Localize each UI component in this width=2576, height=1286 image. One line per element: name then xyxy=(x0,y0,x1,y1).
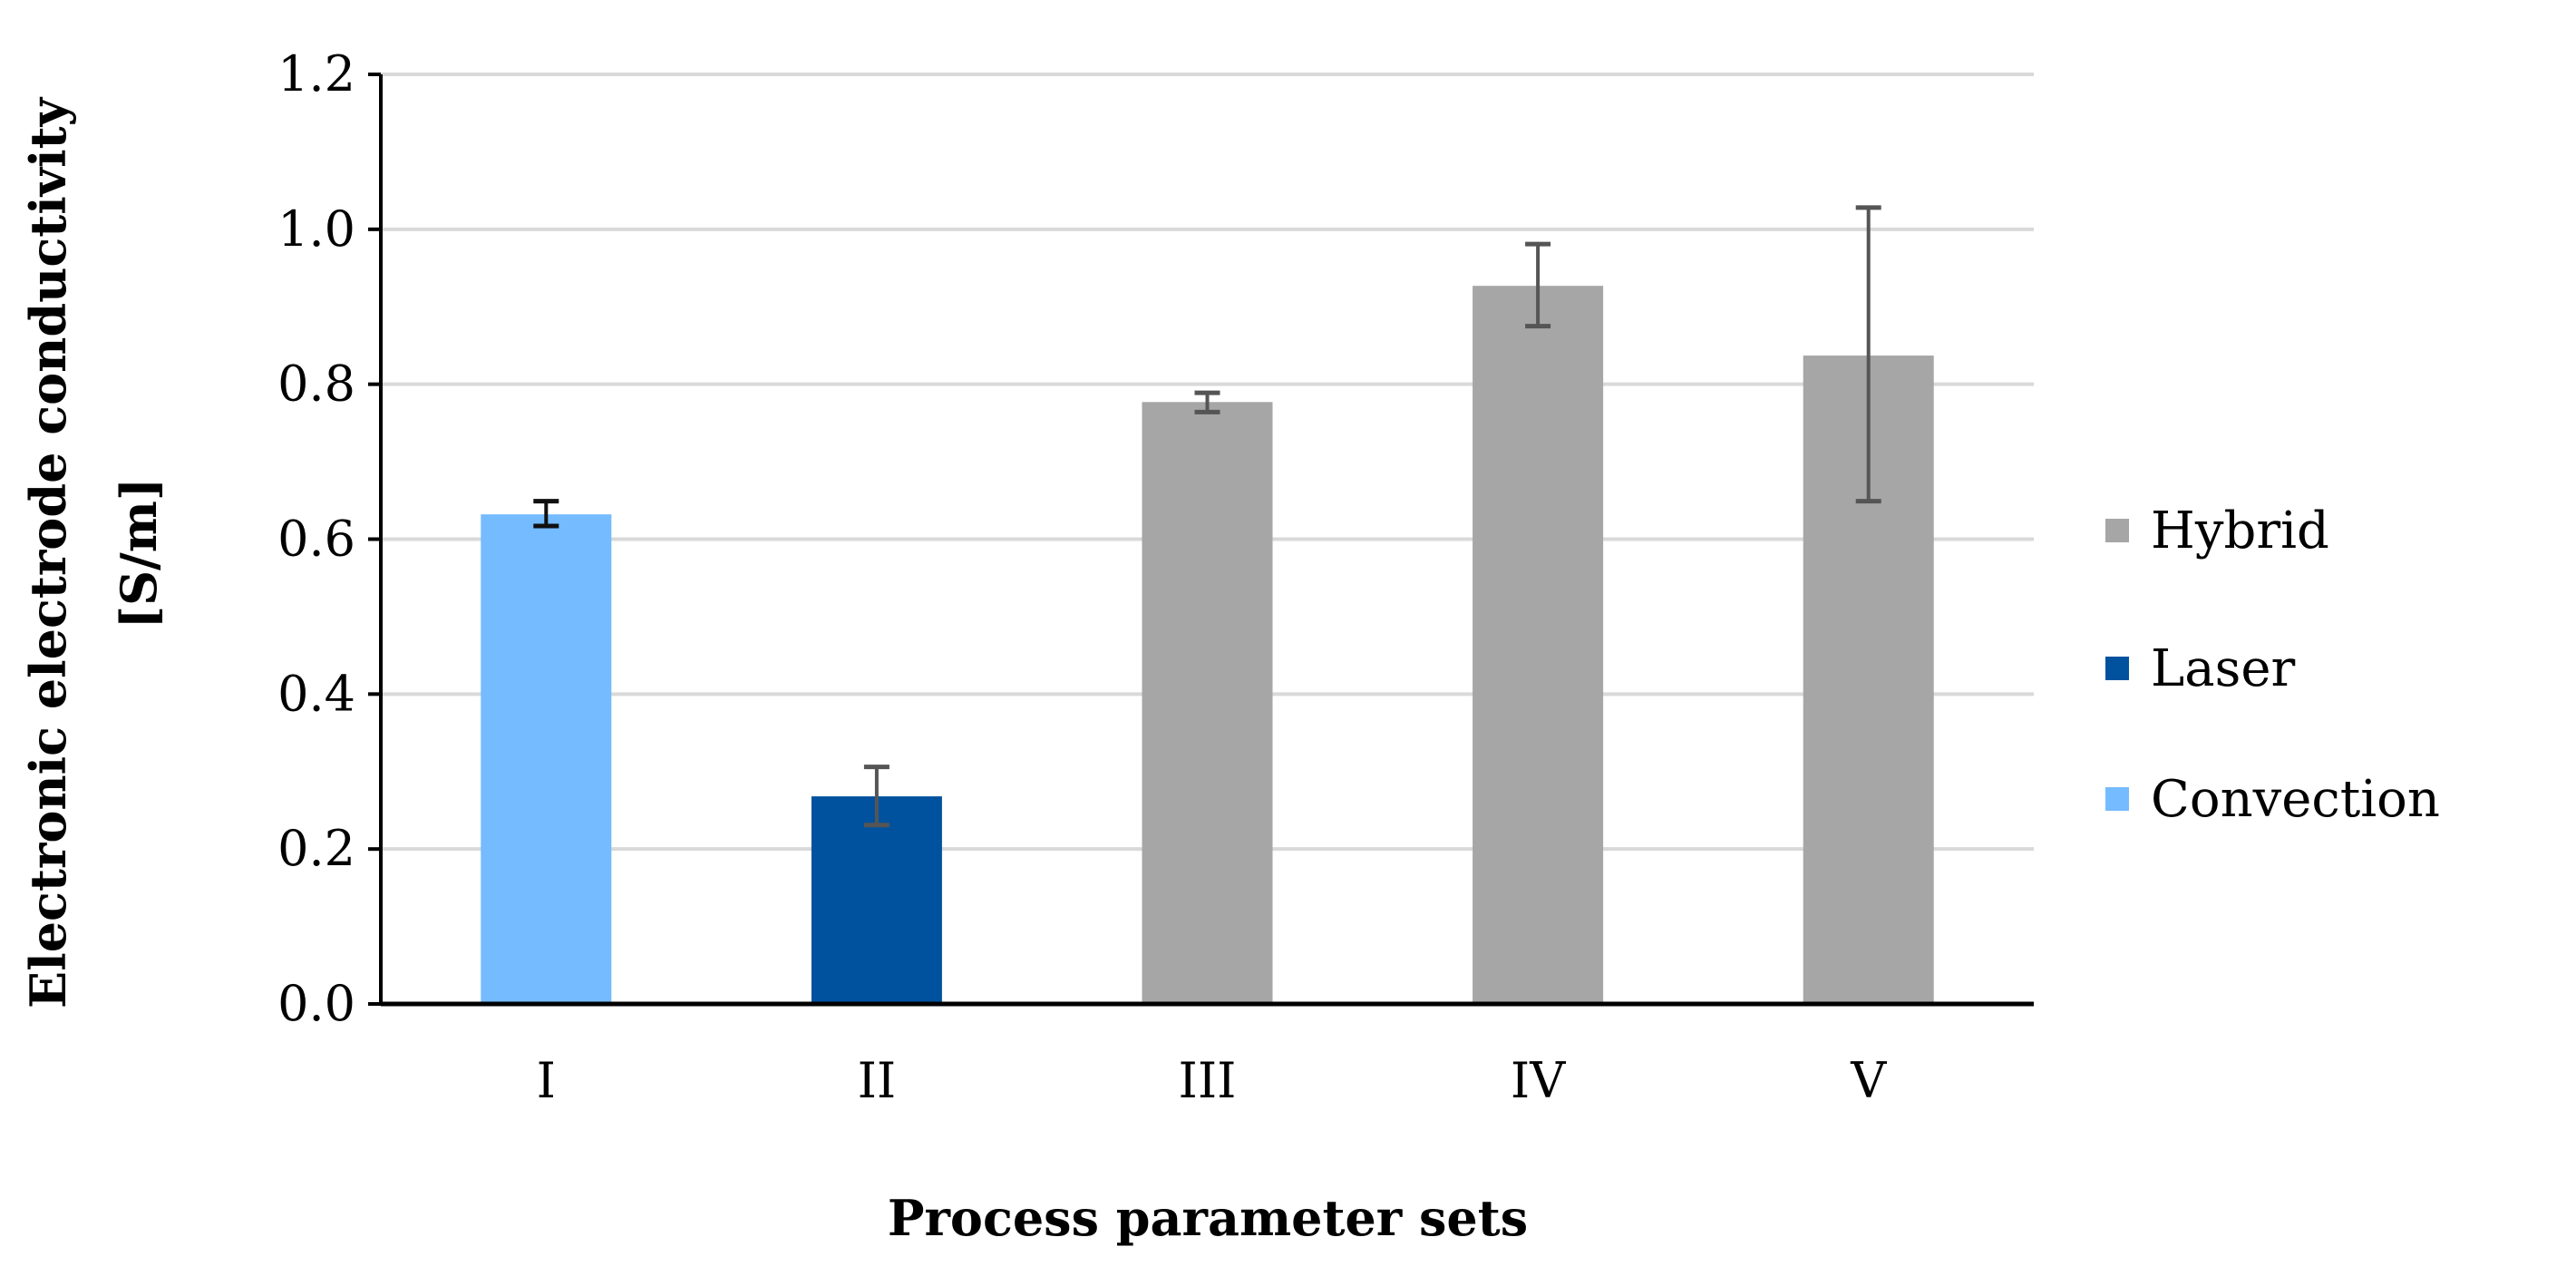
y-tick-label: 0.4 xyxy=(277,665,355,722)
y-tick-label: 0.6 xyxy=(277,511,355,568)
y-tick-label: 0.0 xyxy=(277,975,355,1032)
error-bars xyxy=(533,205,1881,828)
legend-swatch-laser xyxy=(2105,657,2129,680)
axes xyxy=(368,73,2034,1007)
x-tick-label: IV xyxy=(1511,1052,1566,1109)
y-tick-labels: 0.0 0.2 0.4 0.6 0.8 1.0 1.2 xyxy=(277,45,355,1032)
x-axis-title: Process parameter sets xyxy=(888,1189,1528,1247)
y-axis-title: Electronic electrode conductivity [S/m] xyxy=(19,96,168,1008)
legend-label-convection: Convection xyxy=(2151,770,2440,829)
x-tick-label: II xyxy=(858,1052,897,1109)
legend-swatch-convection xyxy=(2105,787,2129,811)
y-tick-label: 1.0 xyxy=(277,200,355,258)
bar-IV xyxy=(1473,286,1604,1004)
y-axis-title-line-1: Electronic electrode conductivity xyxy=(19,96,77,1008)
x-tick-labels: I II III IV V xyxy=(537,1052,1888,1109)
bars xyxy=(481,286,1934,1004)
legend-swatch-hybrid xyxy=(2105,519,2129,542)
legend-label-hybrid: Hybrid xyxy=(2151,502,2329,560)
x-tick-label: III xyxy=(1179,1052,1237,1109)
y-axis-title-line-2: [S/m] xyxy=(110,478,168,629)
legend-label-laser: Laser xyxy=(2151,639,2295,698)
y-tick-label: 0.8 xyxy=(277,356,355,413)
bar-I xyxy=(481,514,612,1004)
bar-III xyxy=(1142,402,1273,1004)
legend: Hybrid Laser Convection xyxy=(2105,502,2440,829)
x-tick-label: I xyxy=(537,1052,556,1109)
y-tick-label: 0.2 xyxy=(277,820,355,877)
bar-II xyxy=(811,796,942,1004)
x-tick-label: V xyxy=(1850,1052,1887,1109)
y-tick-label: 1.2 xyxy=(277,45,355,102)
